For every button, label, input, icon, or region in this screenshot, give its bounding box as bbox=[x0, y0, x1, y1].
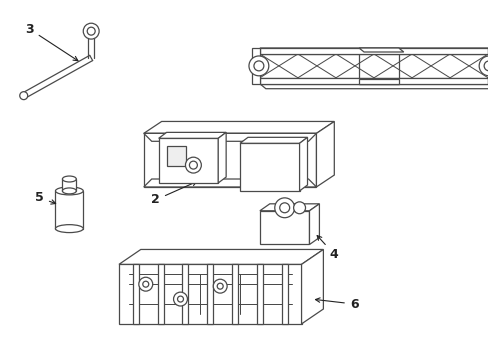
Polygon shape bbox=[260, 211, 310, 244]
Circle shape bbox=[254, 61, 264, 71]
Circle shape bbox=[173, 292, 188, 306]
Circle shape bbox=[275, 198, 294, 218]
Polygon shape bbox=[301, 249, 323, 324]
Text: 4: 4 bbox=[317, 235, 339, 261]
Polygon shape bbox=[240, 143, 299, 191]
Polygon shape bbox=[144, 179, 317, 187]
Polygon shape bbox=[144, 121, 334, 133]
Text: 6: 6 bbox=[316, 297, 359, 311]
Circle shape bbox=[280, 203, 290, 213]
Polygon shape bbox=[260, 204, 319, 211]
Polygon shape bbox=[282, 264, 288, 324]
Polygon shape bbox=[252, 48, 260, 84]
Circle shape bbox=[87, 27, 95, 35]
Ellipse shape bbox=[62, 188, 76, 194]
Bar bbox=[55, 191, 83, 229]
Text: 2: 2 bbox=[151, 181, 196, 206]
Polygon shape bbox=[257, 264, 263, 324]
Polygon shape bbox=[159, 138, 218, 183]
Ellipse shape bbox=[62, 176, 76, 182]
Polygon shape bbox=[240, 137, 308, 143]
Polygon shape bbox=[299, 137, 308, 191]
Polygon shape bbox=[133, 264, 139, 324]
Polygon shape bbox=[317, 121, 334, 187]
Ellipse shape bbox=[55, 225, 83, 233]
Circle shape bbox=[484, 61, 490, 71]
Circle shape bbox=[139, 277, 153, 291]
Polygon shape bbox=[232, 264, 238, 324]
Polygon shape bbox=[359, 48, 404, 52]
Polygon shape bbox=[158, 264, 164, 324]
Polygon shape bbox=[218, 132, 226, 183]
Circle shape bbox=[190, 161, 197, 169]
Polygon shape bbox=[260, 78, 488, 84]
Circle shape bbox=[217, 283, 223, 289]
Polygon shape bbox=[159, 132, 226, 138]
Polygon shape bbox=[119, 264, 301, 324]
Circle shape bbox=[20, 92, 28, 100]
Polygon shape bbox=[182, 264, 189, 324]
Text: 1: 1 bbox=[0, 359, 1, 360]
Circle shape bbox=[249, 56, 269, 76]
Polygon shape bbox=[359, 79, 399, 84]
Circle shape bbox=[185, 157, 201, 173]
Circle shape bbox=[143, 281, 149, 287]
Text: 5: 5 bbox=[35, 192, 56, 204]
Polygon shape bbox=[167, 146, 187, 166]
Polygon shape bbox=[260, 48, 490, 53]
Polygon shape bbox=[144, 133, 317, 141]
Polygon shape bbox=[488, 48, 490, 84]
Polygon shape bbox=[119, 249, 323, 264]
Circle shape bbox=[479, 56, 490, 76]
Circle shape bbox=[294, 202, 306, 214]
Ellipse shape bbox=[55, 187, 83, 195]
Bar bbox=[62, 179, 76, 191]
Polygon shape bbox=[310, 204, 319, 244]
Text: 3: 3 bbox=[25, 23, 78, 61]
Polygon shape bbox=[207, 264, 213, 324]
Circle shape bbox=[177, 296, 183, 302]
Circle shape bbox=[213, 279, 227, 293]
Polygon shape bbox=[260, 84, 490, 89]
Polygon shape bbox=[144, 133, 317, 187]
Polygon shape bbox=[260, 48, 488, 54]
Circle shape bbox=[83, 23, 99, 39]
